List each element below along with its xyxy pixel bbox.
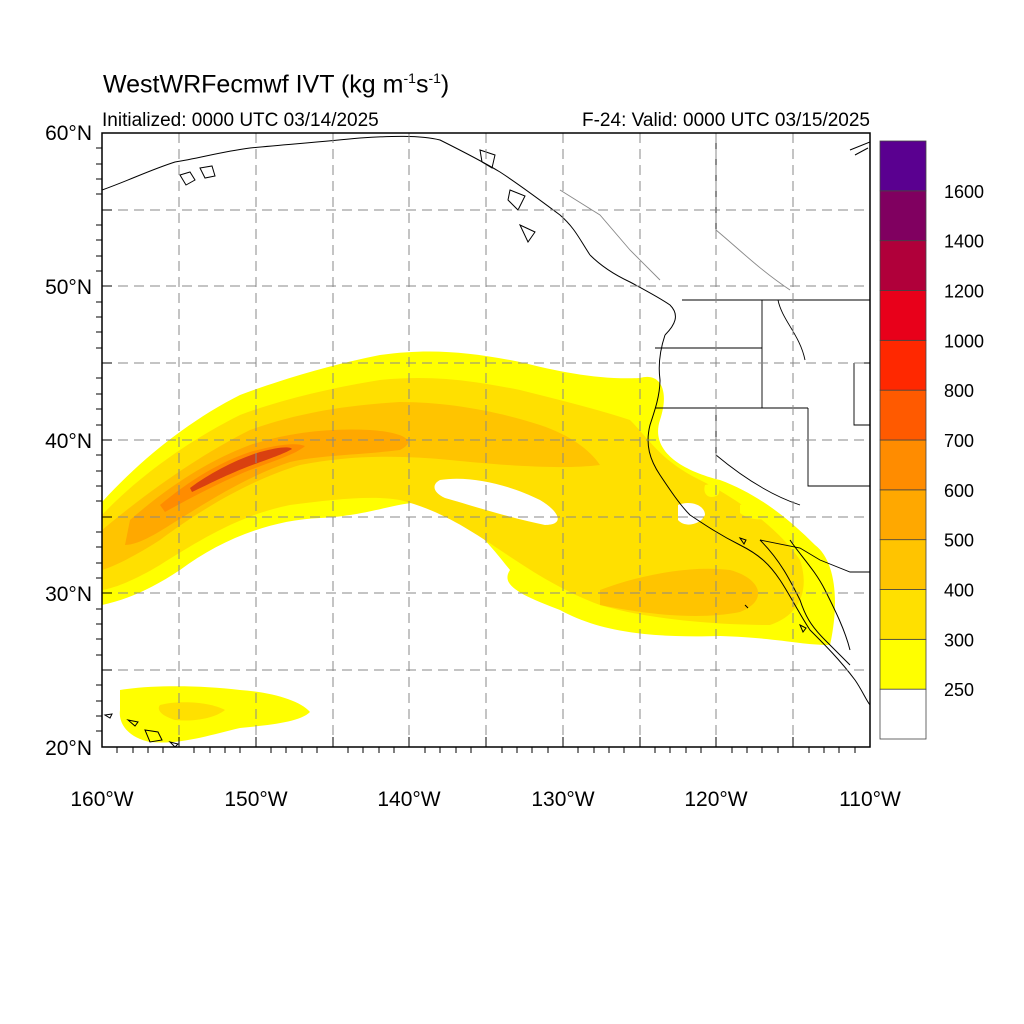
ivt-band-700: [190, 447, 292, 492]
colorbar-swatch: [879, 589, 927, 640]
coast-yukon: [849, 141, 870, 156]
colorbar-swatch: [879, 638, 927, 690]
colorbar-swatch: [879, 688, 927, 740]
map-panel: [102, 133, 870, 747]
colorbar-label: 300: [944, 630, 974, 650]
initialized-time: Initialized: 0000 UTC 03/14/2025: [102, 110, 379, 131]
colorbar-swatch: [879, 339, 927, 391]
border-id: [761, 299, 806, 408]
colorbar-swatch: [879, 290, 927, 341]
colorbar-label: 1400: [944, 232, 984, 252]
ivt-patch-sierra: [704, 484, 772, 520]
colorbar-label: 700: [944, 431, 974, 451]
lat-label-30n: 30°N: [45, 583, 92, 606]
border-misc: [559, 189, 791, 291]
lat-label-50n: 50°N: [45, 276, 92, 299]
coast-hawaii: [103, 713, 179, 747]
lon-label-110w: 110°W: [839, 788, 901, 811]
colorbar-label: 500: [944, 531, 974, 551]
ivt-band-600: [160, 444, 305, 512]
coast-bc: [589, 254, 676, 336]
colorbar-swatch: [879, 389, 927, 441]
lon-label-140w: 140°W: [377, 788, 440, 811]
colorbar-label: 400: [944, 581, 974, 601]
axis-ticks: [96, 132, 871, 753]
lat-label-60n: 60°N: [45, 122, 92, 145]
colorbar: 250 300 400 500 600 700 800 1000 1200 1400 1600: [879, 140, 984, 740]
ivt-patch-hawaii-inner: [158, 702, 225, 721]
colorbar-label: 600: [944, 481, 974, 501]
lon-label-150w: 150°W: [224, 788, 287, 811]
colorbar-swatch: [879, 539, 927, 590]
border-nv-ut: [807, 408, 870, 487]
border-nv: [715, 408, 801, 506]
border-us-mexico: [759, 539, 870, 573]
coast-baja: [759, 539, 851, 666]
colorbar-swatch: [879, 140, 927, 192]
ivt-gap-1: [434, 478, 558, 525]
coast-us-west: [647, 334, 870, 706]
colorbar-swatch: [879, 489, 927, 541]
colorbar-label: 250: [944, 680, 974, 700]
colorbar-swatch: [879, 240, 927, 291]
lon-label-120w: 120°W: [684, 788, 747, 811]
map-title: WestWRFecmwf IVT (kg m-1s-1): [103, 70, 450, 99]
coast-gulf-ca: [789, 539, 851, 651]
ivt-fill: [102, 351, 835, 743]
lat-lon-grid: [102, 133, 870, 747]
colorbar-swatch: [879, 439, 927, 491]
coastlines: [102, 135, 870, 747]
colorbar-label: 1200: [944, 282, 984, 302]
ivt-band-400: [102, 402, 600, 570]
coast-channel-islands: [738, 537, 807, 633]
colorbar-swatch: [879, 190, 927, 242]
lat-label-40n: 40°N: [45, 430, 92, 453]
valid-time: F-24: Valid: 0000 UTC 03/15/2025: [582, 110, 870, 131]
colorbar-label: 1000: [944, 331, 984, 351]
coast-islands-ak: [179, 149, 536, 243]
colorbar-label: 1600: [944, 182, 984, 202]
lat-label-20n: 20°N: [45, 737, 92, 760]
colorbar-label: 800: [944, 381, 974, 401]
lon-label-130w: 130°W: [531, 788, 594, 811]
coast-alaska: [102, 135, 591, 256]
lon-label-160w: 160°W: [70, 788, 133, 811]
